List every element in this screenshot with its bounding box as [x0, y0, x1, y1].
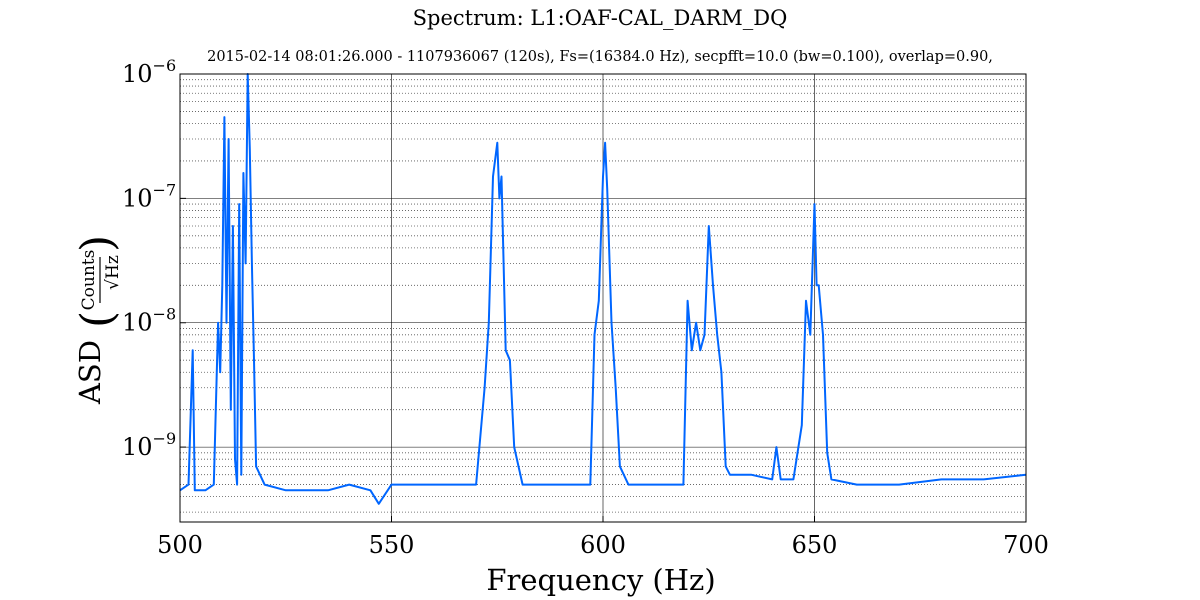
major-grid: [179, 73, 1027, 522]
y-axis-label-paren-left: (: [72, 311, 123, 328]
x-tick-label: 600: [580, 531, 626, 559]
x-tick-label: 500: [157, 531, 203, 559]
chart-title: Spectrum: L1:OAF-CAL_DARM_DQ: [412, 6, 788, 30]
y-axis: 10−9 10−8 10−7 10−6: [122, 56, 186, 461]
y-tick-label: 10−9: [122, 429, 176, 461]
x-tick-label: 650: [792, 531, 838, 559]
y-axis-label-denominator: Hz: [103, 255, 123, 279]
chart-subtitle: 2015-02-14 08:01:26.000 - 1107936067 (12…: [207, 49, 993, 65]
series-layer: [179, 73, 1027, 505]
y-axis-label-sqrt-sign: √: [103, 279, 123, 290]
x-axis-label: Frequency (Hz): [486, 563, 715, 597]
y-axis-label: ASD ( Counts √ Hz ): [72, 235, 123, 405]
series-line: [179, 73, 1027, 505]
x-axis: 500 550 600 650 700: [157, 516, 1049, 559]
y-axis-label-prefix: ASD: [73, 340, 107, 405]
x-tick-label: 550: [369, 531, 415, 559]
x-tick-label: 700: [1003, 531, 1049, 559]
y-axis-label-numerator: Counts: [79, 250, 99, 311]
y-tick-label: 10−8: [122, 305, 176, 337]
y-tick-label: 10−6: [122, 56, 176, 88]
y-axis-label-paren-right: ): [72, 235, 123, 252]
y-tick-label: 10−7: [122, 180, 176, 212]
